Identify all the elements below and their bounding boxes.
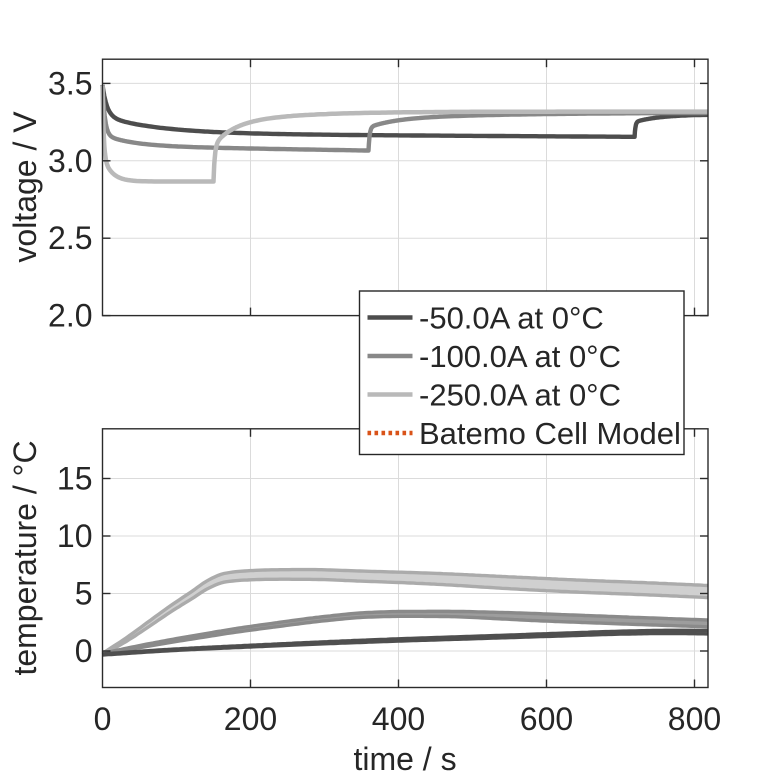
svg-text:2.5: 2.5 [48, 220, 92, 256]
svg-text:2.0: 2.0 [48, 298, 92, 334]
svg-text:15: 15 [57, 461, 93, 497]
svg-text:voltage / V: voltage / V [7, 111, 43, 263]
svg-text:3.0: 3.0 [48, 143, 92, 179]
svg-text:3.5: 3.5 [48, 65, 92, 101]
svg-text:Batemo Cell Model: Batemo Cell Model [419, 416, 681, 451]
svg-text:-250.0A at 0°C: -250.0A at 0°C [419, 378, 621, 413]
svg-text:400: 400 [372, 701, 425, 737]
svg-text:0: 0 [75, 633, 93, 669]
svg-text:10: 10 [57, 518, 93, 554]
svg-text:5: 5 [75, 576, 93, 612]
svg-text:-100.0A at 0°C: -100.0A at 0°C [419, 339, 621, 374]
svg-text:600: 600 [520, 701, 573, 737]
svg-text:800: 800 [668, 701, 721, 737]
svg-text:temperature / °C: temperature / °C [7, 440, 43, 675]
svg-text:time / s: time / s [353, 741, 456, 777]
svg-text:200: 200 [224, 701, 277, 737]
svg-text:-50.0A at 0°C: -50.0A at 0°C [419, 301, 604, 336]
svg-text:0: 0 [94, 701, 112, 737]
